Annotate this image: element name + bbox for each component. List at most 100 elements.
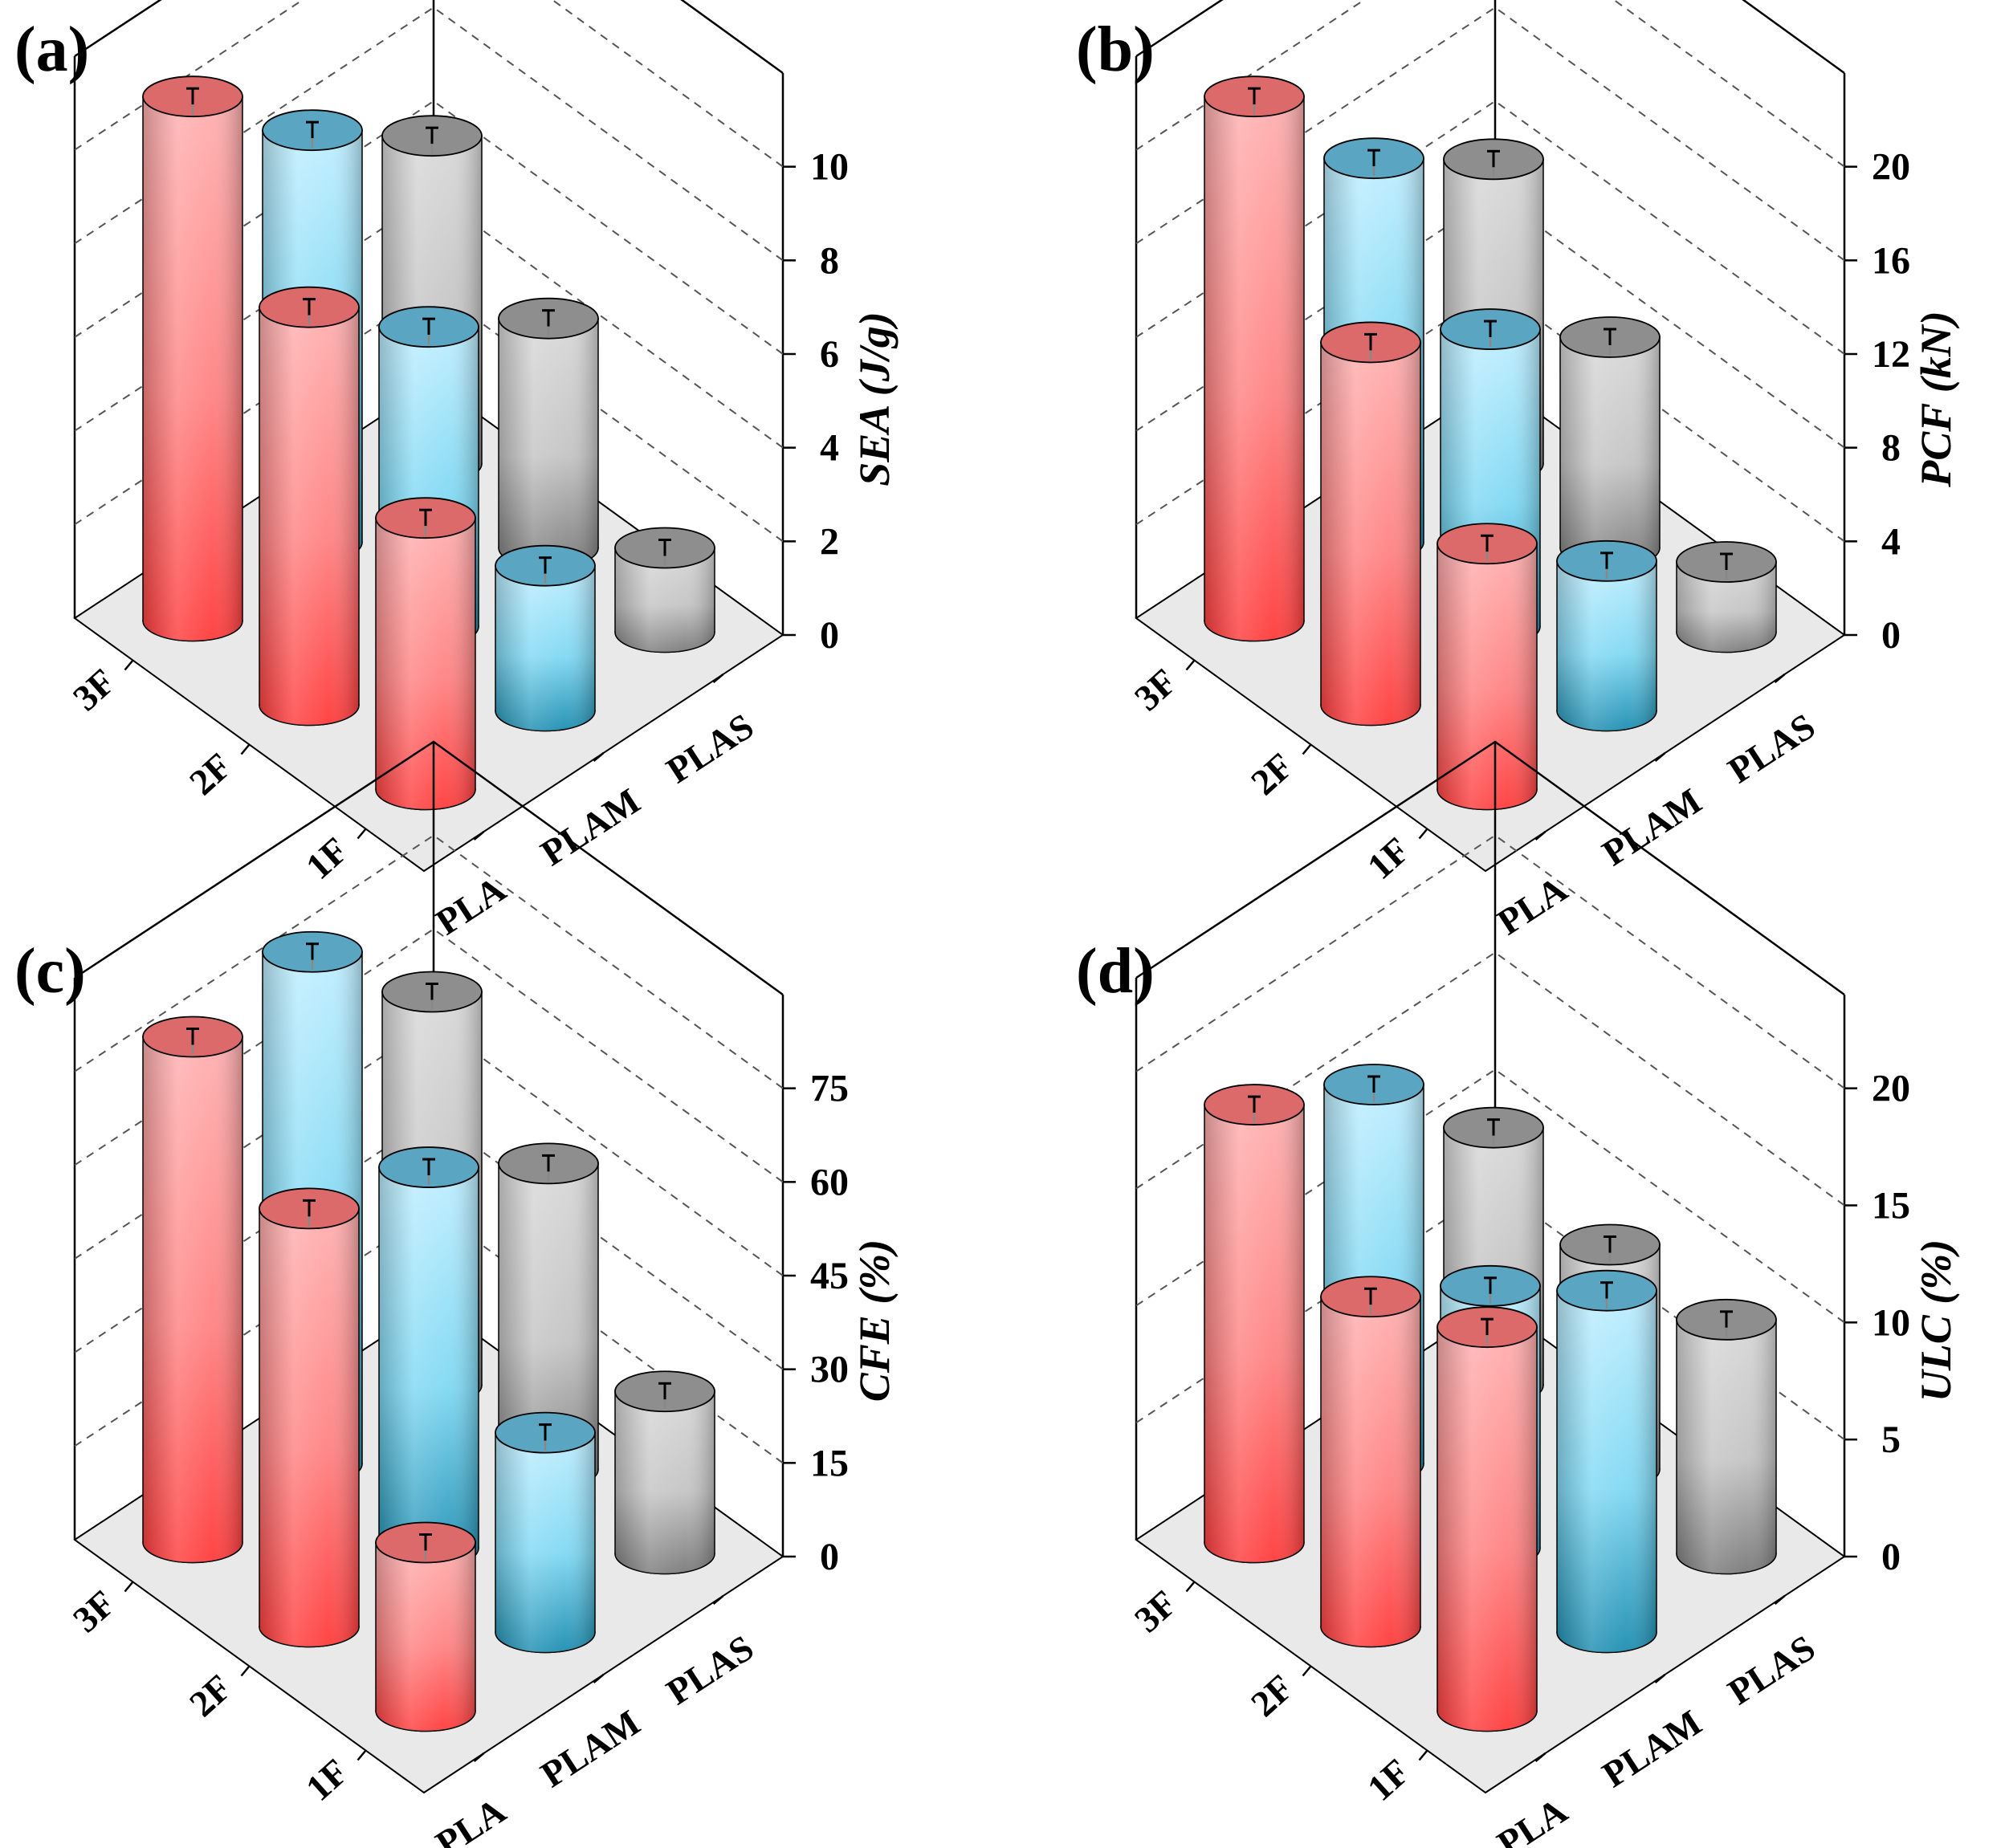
y-tick-label: 30 (810, 1349, 849, 1391)
panel-label: (b) (1076, 14, 1155, 85)
bar-pla (1320, 1276, 1421, 1648)
layer-label: 3F (65, 661, 123, 718)
bar-pla (1204, 1084, 1305, 1564)
material-label: PLAS (1721, 706, 1822, 792)
y-tick-label: 15 (1872, 1185, 1910, 1227)
bar-plas (614, 527, 715, 653)
z-tick (1418, 828, 1428, 840)
layer-label: 2F (181, 1667, 239, 1724)
gridline (1135, 834, 1845, 1089)
x-tick (1774, 1595, 1786, 1605)
layer-label: 1F (298, 829, 356, 887)
x-tick (712, 1595, 724, 1605)
bar-pla (375, 497, 476, 811)
x-tick (473, 1752, 485, 1762)
bar-plam (378, 1146, 479, 1569)
z-tick (1185, 1581, 1196, 1593)
y-tick-label: 6 (820, 333, 839, 376)
layer-label: 2F (1243, 1667, 1301, 1724)
bar-plas (1559, 316, 1661, 569)
x-tick (1534, 831, 1547, 841)
material-label: PLAS (659, 706, 760, 792)
material-label: PLA (1490, 1790, 1575, 1848)
y-axis-label: PCF (kN) (1912, 311, 1960, 488)
bar-pla (375, 1521, 476, 1732)
y-tick-label: 5 (1881, 1419, 1901, 1461)
z-tick (240, 743, 251, 755)
y-tick-label: 45 (810, 1255, 849, 1297)
y-tick-label: 20 (1872, 146, 1910, 189)
y-axis-label: ULC (%) (1912, 1239, 1960, 1402)
z-tick (357, 1749, 367, 1761)
bar-pla (142, 75, 243, 642)
layer-label: 1F (298, 1751, 356, 1809)
z-tick (1302, 743, 1312, 755)
y-tick-label: 8 (820, 239, 839, 282)
bar-plam (495, 544, 596, 732)
bar-plam (1556, 539, 1657, 732)
y-tick-label: 8 (1881, 427, 1901, 470)
bar-pla (259, 1187, 360, 1648)
panel-label: (d) (1076, 936, 1155, 1007)
y-tick-label: 0 (820, 1536, 839, 1578)
x-tick (1654, 1674, 1666, 1683)
y-tick-label: 20 (1872, 1068, 1910, 1110)
y-tick-label: 15 (810, 1442, 849, 1484)
z-tick (357, 828, 367, 840)
x-tick (473, 831, 485, 841)
y-tick-label: 0 (1881, 1536, 1901, 1578)
bar-pla (1437, 1306, 1538, 1732)
z-tick (240, 1665, 251, 1677)
x-tick (593, 752, 605, 762)
x-tick (712, 674, 724, 683)
layer-label: 3F (65, 1582, 123, 1640)
bar-pla (259, 286, 360, 727)
y-axis-label: CFE (%) (850, 1239, 899, 1402)
material-label: PLAS (659, 1627, 760, 1713)
material-label: PLA (1490, 869, 1575, 943)
y-tick-label: 75 (810, 1068, 849, 1110)
bar-plam (495, 1411, 596, 1654)
layer-label: 2F (1243, 745, 1301, 803)
x-tick (593, 1674, 605, 1683)
z-tick (1418, 1749, 1428, 1761)
y-tick-label: 0 (1881, 614, 1901, 657)
bar-plas (1676, 541, 1777, 653)
material-label: PLAM (533, 1702, 646, 1796)
bar-plas (498, 297, 599, 569)
y-tick-label: 4 (820, 427, 839, 470)
y-tick-label: 2 (820, 520, 839, 563)
z-tick (124, 1581, 134, 1593)
layer-label: 1F (1359, 829, 1417, 887)
bar-plam (1556, 1269, 1657, 1654)
z-tick (1302, 1665, 1312, 1677)
material-label: PLAS (1721, 1627, 1822, 1713)
x-tick (1534, 1752, 1547, 1762)
y-tick-label: 12 (1872, 333, 1910, 376)
layer-label: 2F (181, 745, 239, 803)
material-label: PLAM (1595, 1702, 1708, 1796)
y-tick-label: 10 (810, 146, 849, 189)
material-label: PLA (429, 1790, 513, 1848)
panel-label: (c) (14, 936, 86, 1007)
y-tick-label: 60 (810, 1161, 849, 1203)
y-axis-label: SEA (J/g) (850, 311, 899, 486)
y-tick-label: 16 (1872, 239, 1910, 282)
bar-pla (1437, 523, 1538, 811)
bar-pla (142, 1016, 243, 1564)
layer-label: 1F (1359, 1751, 1417, 1809)
y-tick-label: 4 (1881, 520, 1901, 563)
material-label: PLA (429, 869, 513, 943)
panel-label: (a) (14, 14, 89, 85)
y-tick-label: 0 (820, 614, 839, 657)
x-tick (1654, 752, 1666, 762)
z-tick (124, 659, 134, 671)
y-tick-label: 10 (1872, 1301, 1910, 1344)
bar-pla (1204, 75, 1305, 642)
layer-label: 3F (1127, 1582, 1184, 1640)
